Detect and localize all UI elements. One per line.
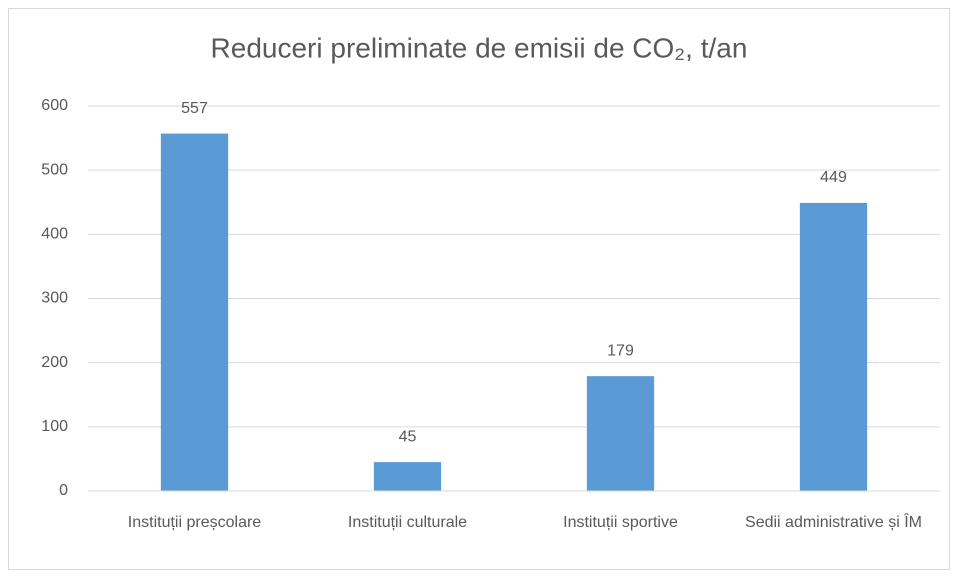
x-tick-label: Instituții culturale (348, 514, 467, 531)
y-tick-label: 400 (41, 226, 68, 243)
y-tick-label: 0 (59, 482, 68, 499)
y-tick-label: 200 (41, 354, 68, 371)
x-tick-label: Instituții preșcolare (128, 514, 261, 531)
y-tick-label: 500 (41, 161, 68, 178)
bar (373, 462, 442, 491)
bar (799, 202, 868, 491)
chart-title: Reduceri preliminate de emisii de CO₂, t… (211, 32, 748, 63)
data-label: 179 (607, 342, 634, 359)
x-tick-label: Instituții sportive (563, 514, 678, 531)
y-tick-label: 100 (41, 418, 68, 435)
bar (586, 376, 655, 491)
data-label: 45 (399, 428, 417, 445)
bar (160, 133, 229, 491)
data-label: 557 (181, 100, 208, 117)
data-label: 449 (820, 169, 847, 186)
x-tick-label: Sedii administrative și ÎM (745, 512, 922, 531)
y-tick-label: 300 (41, 290, 68, 307)
y-tick-label: 600 (41, 97, 68, 114)
